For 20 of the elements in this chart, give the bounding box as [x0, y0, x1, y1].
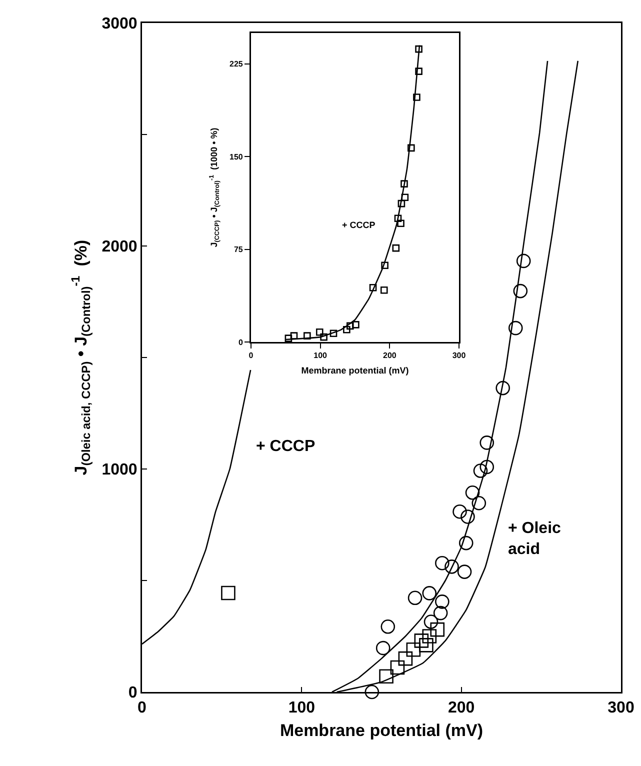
annotation: + CCCP	[342, 220, 376, 230]
y-tick-label: 0	[238, 338, 244, 347]
annotation: + Oleic acid	[508, 520, 562, 558]
x-tick-label: 100	[288, 700, 316, 717]
x-tick-label: 200	[448, 700, 475, 717]
x-tick-label: 300	[608, 700, 634, 717]
x-axis-title: Membrane potential (mV)	[280, 720, 484, 740]
y-tick-label: 2000	[102, 238, 138, 256]
x-tick-label: 0	[248, 351, 254, 360]
x-tick-label: 300	[452, 351, 466, 360]
y-tick-label: 225	[230, 60, 244, 69]
y-tick-label: 75	[234, 245, 244, 254]
x-tick-label: 100	[314, 351, 328, 360]
x-tick-label: 200	[382, 351, 397, 360]
x-axis-title: Membrane potential (mV)	[301, 366, 409, 376]
y-tick-label: 3000	[102, 16, 138, 33]
annotation: + CCCP	[256, 438, 316, 455]
y-tick-label: 150	[230, 152, 244, 162]
y-tick-label: 1000	[102, 462, 138, 479]
y-tick-label: 0	[128, 684, 138, 702]
